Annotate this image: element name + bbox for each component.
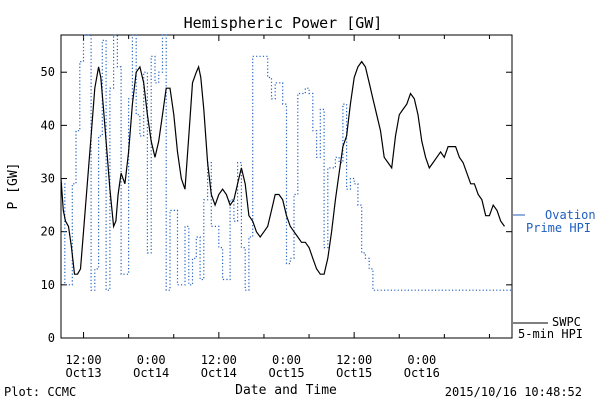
y-tick-label: 20 xyxy=(41,225,55,239)
x-tick-label: 0:00 xyxy=(137,353,166,367)
x-tick-label: Oct15 xyxy=(336,366,372,380)
ovation-prime-series-line xyxy=(61,34,512,291)
x-tick-label: 0:00 xyxy=(407,353,436,367)
y-tick-label: 50 xyxy=(41,65,55,79)
ovation-legend-line2: Prime HPI xyxy=(526,221,591,235)
y-tick-label: 0 xyxy=(48,331,55,345)
x-axis: 12:00Oct130:00Oct1412:00Oct140:00Oct1512… xyxy=(65,35,490,380)
x-tick-label: Oct13 xyxy=(65,366,101,380)
x-tick-label: Oct14 xyxy=(133,366,169,380)
x-tick-label: Oct15 xyxy=(268,366,304,380)
x-axis-label: Date and Time xyxy=(235,383,337,398)
x-tick-label: Oct14 xyxy=(201,366,237,380)
y-tick-label: 10 xyxy=(41,278,55,292)
x-tick-label: Oct16 xyxy=(404,366,440,380)
swpc-series-line xyxy=(60,60,505,275)
chart-title: Hemispheric Power [GW] xyxy=(184,14,383,32)
y-tick-label: 30 xyxy=(41,172,55,186)
x-tick-label: 12:00 xyxy=(336,353,372,367)
swpc-legend-line2: 5-min HPI xyxy=(518,327,583,341)
swpc-legend-line1: SWPC xyxy=(552,315,581,329)
footer-timestamp: 2015/10/16 10:48:52 xyxy=(445,385,582,399)
y-axis-label: P [GW] xyxy=(6,163,21,210)
y-axis: 0 10 20 30 40 50 xyxy=(41,65,512,345)
x-tick-label: 12:00 xyxy=(201,353,237,367)
x-tick-label: 12:00 xyxy=(65,353,101,367)
x-tick-label: 0:00 xyxy=(272,353,301,367)
ovation-legend-line1: Ovation xyxy=(545,208,596,222)
y-tick-label: 40 xyxy=(41,118,55,132)
footer-plot-credit: Plot: CCMC xyxy=(4,385,76,399)
